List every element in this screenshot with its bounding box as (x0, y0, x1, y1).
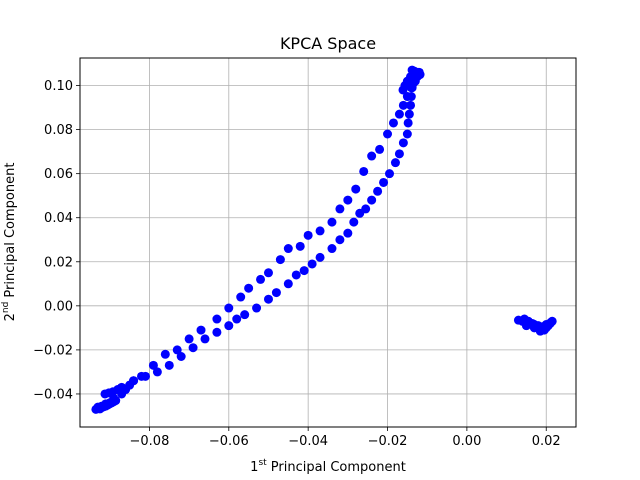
data-point (335, 235, 345, 245)
y-tick-label: −0.04 (33, 387, 73, 402)
data-point (244, 283, 254, 293)
data-point (303, 230, 313, 240)
data-point (398, 100, 408, 110)
chart-title: KPCA Space (280, 34, 376, 53)
data-point (271, 288, 281, 298)
data-point (224, 303, 234, 313)
data-point (140, 371, 150, 381)
data-point (307, 259, 317, 269)
y-axis-label: 2nd Principal Component (1, 163, 18, 322)
y-tick-label: 0.08 (44, 123, 73, 138)
data-point (535, 326, 545, 336)
data-point (388, 118, 398, 128)
data-point (315, 252, 325, 262)
y-tick-label: 0.02 (44, 255, 73, 270)
data-point (351, 184, 361, 194)
data-point (121, 385, 131, 395)
data-point (343, 228, 353, 238)
data-point (404, 109, 414, 119)
data-point (212, 314, 222, 324)
data-point (406, 100, 416, 110)
x-tick-label: −0.06 (209, 434, 249, 449)
data-point (236, 292, 246, 302)
data-point (129, 376, 139, 386)
data-point (367, 195, 377, 205)
data-point (176, 352, 186, 362)
y-tick-label: 0.00 (44, 299, 73, 314)
data-point (263, 294, 273, 304)
data-point (398, 138, 408, 148)
data-point (379, 177, 389, 187)
data-point (283, 244, 293, 254)
y-tick-label: −0.02 (33, 343, 73, 358)
data-point (349, 217, 359, 227)
x-tick-label: 0.02 (532, 434, 561, 449)
data-points (91, 65, 557, 414)
data-point (172, 345, 182, 355)
x-tick-label: −0.08 (130, 434, 170, 449)
grid-lines (80, 58, 576, 427)
y-tick-label: 0.04 (44, 211, 73, 226)
data-point (152, 367, 162, 377)
x-tick-label: −0.02 (368, 434, 408, 449)
data-point (361, 204, 371, 214)
x-axis-label: 1st Principal Component (250, 458, 406, 475)
data-point (394, 149, 404, 159)
y-tick-label: 0.06 (44, 167, 73, 182)
data-point (291, 270, 301, 280)
x-tick-label: 0.00 (452, 434, 481, 449)
data-point (367, 151, 377, 161)
data-point (390, 158, 400, 168)
data-point (256, 274, 266, 284)
data-point (212, 327, 222, 337)
x-axis-ticks: −0.08 −0.06 −0.04 −0.02 0.00 0.02 (130, 427, 561, 449)
data-point (148, 360, 158, 370)
data-point (275, 255, 285, 265)
data-point (335, 204, 345, 214)
data-point (327, 244, 337, 254)
data-point (383, 129, 393, 139)
data-point (315, 226, 325, 236)
data-point (402, 129, 412, 139)
data-point (252, 303, 262, 313)
y-axis-ticks: −0.04 −0.02 0.00 0.02 0.04 0.06 0.08 0.10 (33, 79, 80, 402)
data-point (327, 217, 337, 227)
data-point (283, 279, 293, 289)
data-point (224, 321, 234, 331)
data-point (263, 268, 273, 278)
data-point (415, 70, 425, 80)
data-point (164, 360, 174, 370)
plot-frame (79, 57, 577, 428)
data-point (394, 109, 404, 119)
data-point (232, 314, 242, 324)
y-tick-label: 0.10 (44, 79, 73, 94)
data-point (299, 266, 309, 276)
x-tick-label: −0.04 (288, 434, 328, 449)
data-point (240, 310, 250, 320)
data-point (385, 169, 395, 179)
data-point (403, 118, 413, 128)
data-point (375, 144, 385, 154)
data-point (184, 334, 194, 344)
data-point (188, 343, 198, 353)
data-point (398, 85, 408, 95)
data-point (373, 186, 383, 196)
data-point (200, 334, 210, 344)
data-point (295, 241, 305, 251)
data-point (406, 92, 416, 102)
data-point (160, 349, 170, 359)
data-point (196, 325, 206, 335)
data-point (359, 166, 369, 176)
data-point (343, 195, 353, 205)
data-point (525, 318, 535, 328)
